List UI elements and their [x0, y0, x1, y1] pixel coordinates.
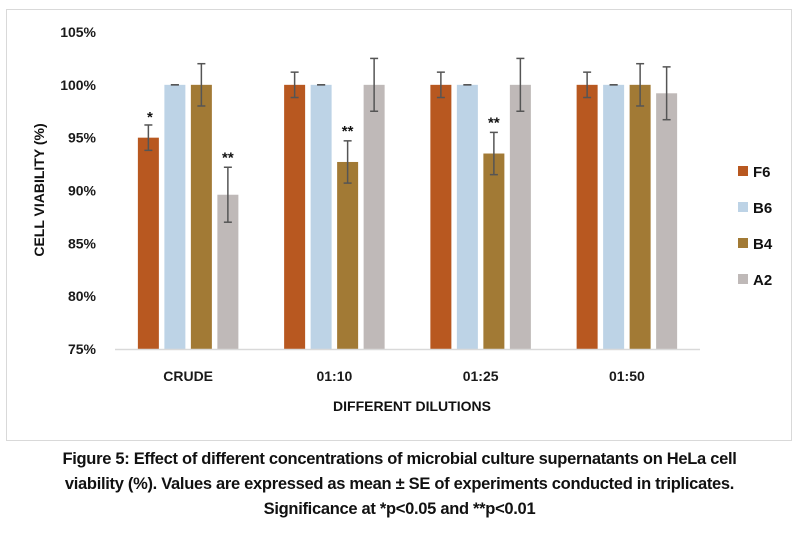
- bar-b4: [483, 153, 505, 349]
- significance-marker: **: [342, 123, 354, 140]
- bar-a2: [656, 93, 678, 349]
- caption-line-2: viability (%). Values are expressed as m…: [64, 475, 735, 493]
- legend-swatch: [738, 166, 748, 176]
- y-tick-label: 75%: [68, 341, 97, 357]
- bar-a2: [509, 84, 531, 349]
- bar-f6: [430, 84, 452, 349]
- legend-label: B6: [753, 200, 772, 217]
- bar-f6: [137, 137, 159, 349]
- legend-label: F6: [753, 164, 771, 181]
- error-bar: [343, 140, 352, 184]
- error-bar: [583, 71, 592, 99]
- bar-b4: [629, 84, 651, 349]
- x-axis-ticks: CRUDE 01:10 01:25 01:50: [163, 368, 645, 384]
- bar-b4: [337, 161, 359, 349]
- bar-b4: [190, 84, 212, 349]
- x-tick-label: CRUDE: [163, 368, 213, 384]
- y-axis-ticks: 75% 80% 85% 90% 95% 100% 105%: [60, 24, 96, 357]
- error-bar: [636, 62, 645, 107]
- bar-a2: [363, 84, 385, 349]
- legend-item-a2: A2: [738, 272, 772, 289]
- bar-chart: 75%80%85%90%95%100%105% ***** ** CRUDE 01:…: [31, 24, 773, 414]
- error-bar: [489, 131, 498, 176]
- y-tick-label: 95%: [68, 130, 97, 146]
- legend-item-b6: B6: [738, 200, 772, 217]
- legend-item-b4: B4: [738, 236, 773, 253]
- legend-label: A2: [753, 272, 772, 289]
- legend-swatch: [738, 202, 748, 212]
- y-tick-label: 90%: [68, 183, 97, 199]
- error-bar: [370, 57, 379, 112]
- bar-f6: [284, 84, 306, 349]
- x-axis-title: DIFFERENT DILUTIONS: [333, 398, 491, 414]
- bar-a2: [217, 194, 239, 349]
- figure-caption: Figure 5: Effect of different concentrat…: [0, 447, 799, 522]
- y-axis-title: CELL VIABILITY (%): [31, 123, 47, 256]
- significance-marker: *: [147, 109, 153, 126]
- significance-marker: **: [488, 114, 500, 131]
- caption-line-1: Figure 5: Effect of different concentrat…: [62, 450, 737, 468]
- x-tick-label: 01:50: [609, 368, 645, 384]
- error-bar: [662, 66, 671, 121]
- error-bar: [144, 124, 153, 152]
- y-tick-label: 80%: [68, 288, 97, 304]
- bar-f6: [576, 84, 598, 349]
- legend-swatch: [738, 274, 748, 284]
- legend-swatch: [738, 238, 748, 248]
- x-tick-label: 01:25: [463, 368, 499, 384]
- bar-b6: [603, 84, 625, 349]
- error-bar: [290, 71, 299, 99]
- error-bar: [197, 62, 206, 107]
- error-bar: [436, 71, 445, 99]
- caption-line-3: Significance at *p<0.05 and **p<0.01: [263, 500, 536, 518]
- legend-label: B4: [753, 236, 773, 253]
- x-tick-label: 01:10: [316, 368, 352, 384]
- y-tick-label: 85%: [68, 235, 97, 251]
- bar-b6: [456, 84, 478, 349]
- y-tick-label: 105%: [60, 24, 96, 40]
- bar-b6: [164, 84, 186, 349]
- bar-b6: [310, 84, 332, 349]
- error-bar: [223, 166, 232, 223]
- bars: ***** **: [137, 57, 678, 349]
- legend: F6 B6 B4 A2: [738, 164, 773, 289]
- y-tick-label: 100%: [60, 77, 96, 93]
- legend-item-f6: F6: [738, 164, 771, 181]
- error-bar: [516, 57, 525, 112]
- significance-marker: **: [222, 149, 234, 166]
